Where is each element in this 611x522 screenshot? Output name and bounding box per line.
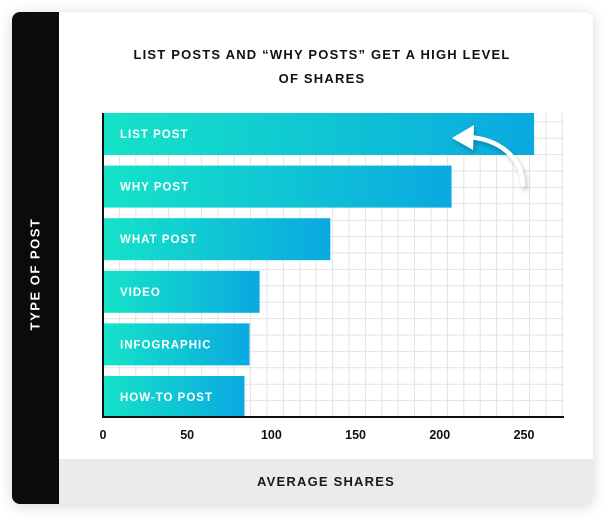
arrow-head	[452, 125, 474, 150]
x-axis-band: AVERAGE SHARES	[59, 459, 593, 504]
bar-chart: LIST POST WHY POST WHAT POST VIDEO INFOGRAPH…	[100, 113, 564, 442]
x-tick-label: 0	[100, 428, 107, 442]
bar-what-post	[103, 218, 331, 261]
x-tick-label: 250	[514, 428, 535, 442]
bar-why-post	[103, 165, 452, 208]
chart-title-line-2: OF SHARES	[278, 71, 366, 86]
bar-label: WHY POST	[120, 182, 189, 194]
x-axis-label: AVERAGE SHARES	[257, 474, 395, 489]
bars: LIST POST WHY POST WHAT POST VIDEO INFOGRAPH…	[103, 113, 535, 418]
x-tick-label: 100	[261, 428, 282, 442]
chart-title-line-1: LIST POSTS AND “WHY POSTS” GET A HIGH LE…	[133, 47, 511, 62]
bar-label: WHAT POST	[120, 234, 197, 246]
bar-label: LIST POST	[120, 129, 188, 141]
bar-label: HOW-TO POST	[120, 392, 213, 404]
bar-infographic	[103, 323, 250, 366]
bar-label: VIDEO	[120, 287, 161, 299]
grid-lines	[103, 113, 564, 417]
arrow-curve	[465, 134, 526, 188]
bar-how-to-post	[103, 376, 245, 418]
x-tick-label: 50	[180, 428, 194, 442]
chart-card: TYPE OF POST LIST POSTS AND “WHY POSTS” …	[12, 12, 593, 504]
x-tick-label: 200	[429, 428, 450, 442]
bar-video	[103, 270, 260, 313]
x-tick-labels: 0 50 100 150 200 250	[100, 428, 535, 442]
bar-label: INFOGRAPHIC	[120, 339, 212, 351]
axes	[102, 113, 564, 418]
x-tick-label: 150	[345, 428, 366, 442]
y-axis-band: TYPE OF POST	[12, 12, 59, 504]
highlight-arrow-icon	[452, 125, 526, 188]
chart-title: LIST POSTS AND “WHY POSTS” GET A HIGH LE…	[102, 43, 542, 91]
